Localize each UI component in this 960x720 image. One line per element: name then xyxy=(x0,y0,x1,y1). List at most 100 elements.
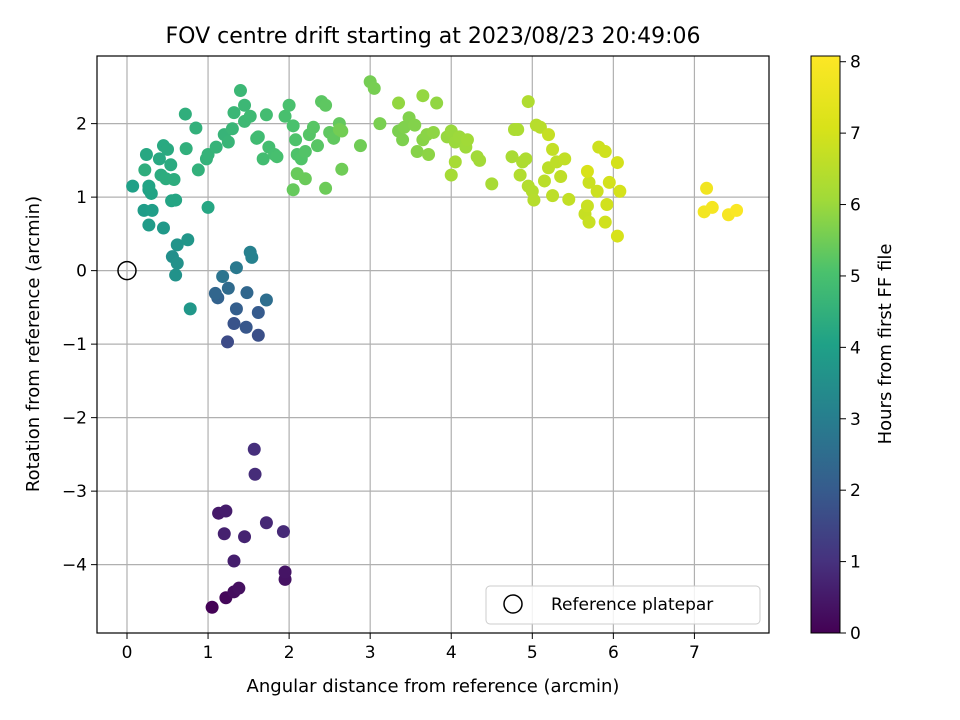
data-point xyxy=(505,150,519,164)
data-point xyxy=(170,238,184,252)
data-point xyxy=(546,189,560,203)
data-point xyxy=(730,203,744,217)
data-point xyxy=(511,123,525,137)
data-point xyxy=(259,516,273,530)
grid-lines xyxy=(97,56,769,633)
data-point xyxy=(152,152,166,166)
data-point xyxy=(245,250,259,264)
data-point xyxy=(298,172,312,186)
data-point xyxy=(225,122,239,136)
data-point xyxy=(208,286,222,300)
data-point xyxy=(221,335,235,349)
data-point xyxy=(546,142,560,156)
data-point xyxy=(332,123,346,137)
data-point xyxy=(229,261,243,275)
data-point xyxy=(410,145,424,159)
data-point xyxy=(392,96,406,110)
x-tick-label: 3 xyxy=(365,643,376,663)
reference-marker xyxy=(117,260,137,281)
data-point xyxy=(396,133,410,147)
data-point xyxy=(286,183,300,197)
colorbar-tick-label: 8 xyxy=(850,53,861,73)
data-point xyxy=(278,565,292,579)
data-point xyxy=(169,193,183,207)
colorbar-gradient xyxy=(810,55,841,634)
data-point xyxy=(256,152,270,166)
data-point xyxy=(542,128,556,142)
data-point xyxy=(513,168,527,182)
data-point xyxy=(221,281,235,295)
x-tick-label: 4 xyxy=(446,643,457,663)
data-point xyxy=(232,581,246,595)
data-point xyxy=(216,270,230,284)
data-point xyxy=(598,215,612,229)
data-point xyxy=(238,98,252,112)
colorbar: 0 1 2 3 4 5 6 7 8 Hours from first FF file xyxy=(810,53,896,644)
colorbar-tick-label: 7 xyxy=(850,124,861,144)
data-point xyxy=(444,168,458,182)
data-point xyxy=(167,172,181,186)
data-point xyxy=(248,467,262,481)
data-point xyxy=(527,193,541,207)
data-point xyxy=(227,317,241,331)
reference-marker-layer xyxy=(117,260,137,281)
data-point xyxy=(289,133,303,147)
data-point xyxy=(537,174,551,188)
data-point xyxy=(219,504,233,518)
data-point xyxy=(610,156,624,170)
data-point xyxy=(367,81,381,95)
data-point xyxy=(448,155,462,169)
x-axis-label: Angular distance from reference (arcmin) xyxy=(247,676,620,697)
colorbar-tick-label: 2 xyxy=(850,481,861,501)
y-tick-label: −3 xyxy=(62,482,87,502)
x-tick-label: 0 xyxy=(122,643,133,663)
data-point xyxy=(247,442,261,456)
colorbar-tick-label: 4 xyxy=(850,338,861,358)
y-tick-label: 0 xyxy=(76,262,87,282)
data-point xyxy=(426,125,440,139)
data-point xyxy=(221,135,235,149)
data-point xyxy=(519,152,533,166)
data-point xyxy=(353,139,367,153)
data-point xyxy=(598,145,612,159)
data-point xyxy=(298,145,312,159)
data-point xyxy=(558,152,572,166)
data-point xyxy=(251,328,265,342)
data-point xyxy=(485,177,499,191)
data-point xyxy=(397,120,411,134)
data-point xyxy=(335,162,349,176)
colorbar-label: Hours from first FF file xyxy=(875,244,896,445)
data-point xyxy=(142,179,156,193)
data-point xyxy=(580,199,594,213)
y-axis-label: Rotation from reference (arcmin) xyxy=(23,196,44,492)
data-point xyxy=(251,130,265,144)
data-point xyxy=(276,525,290,539)
data-point xyxy=(613,184,627,198)
data-point xyxy=(238,530,252,544)
data-point xyxy=(562,192,576,206)
data-point xyxy=(169,268,183,282)
data-point xyxy=(580,164,594,178)
data-point xyxy=(145,203,159,217)
data-point xyxy=(179,142,193,156)
data-point xyxy=(602,175,616,189)
data-points xyxy=(126,75,744,614)
data-point xyxy=(139,147,153,161)
data-point xyxy=(705,200,719,214)
colorbar-tick-label: 1 xyxy=(850,553,861,573)
data-point xyxy=(170,256,184,270)
data-point xyxy=(310,139,324,153)
data-point xyxy=(270,150,284,164)
y-tick-label: −1 xyxy=(62,335,87,355)
data-point xyxy=(286,119,300,133)
x-tick-label: 2 xyxy=(284,643,295,663)
data-point xyxy=(209,140,223,154)
y-tick-label: −4 xyxy=(62,556,87,576)
data-point xyxy=(554,170,568,184)
legend-box xyxy=(485,585,761,625)
data-point xyxy=(227,554,241,568)
data-point xyxy=(156,221,170,235)
data-point xyxy=(408,118,422,132)
data-point xyxy=(138,163,152,177)
legend-label: Reference platepar xyxy=(551,595,713,615)
